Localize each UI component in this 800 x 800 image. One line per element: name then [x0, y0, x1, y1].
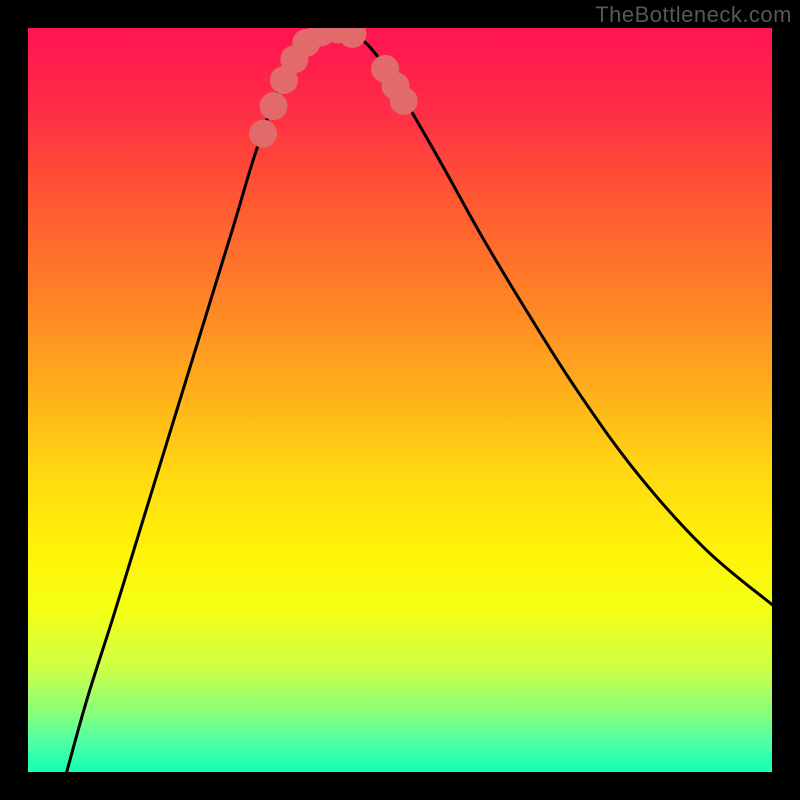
plot-area: [28, 28, 772, 772]
gradient-background: [28, 28, 772, 772]
marker-point: [249, 120, 277, 148]
watermark-text: TheBottleneck.com: [595, 2, 792, 28]
chart-frame: TheBottleneck.com: [0, 0, 800, 800]
bottleneck-chart: [28, 28, 772, 772]
marker-point: [260, 92, 288, 120]
marker-point: [390, 87, 418, 115]
